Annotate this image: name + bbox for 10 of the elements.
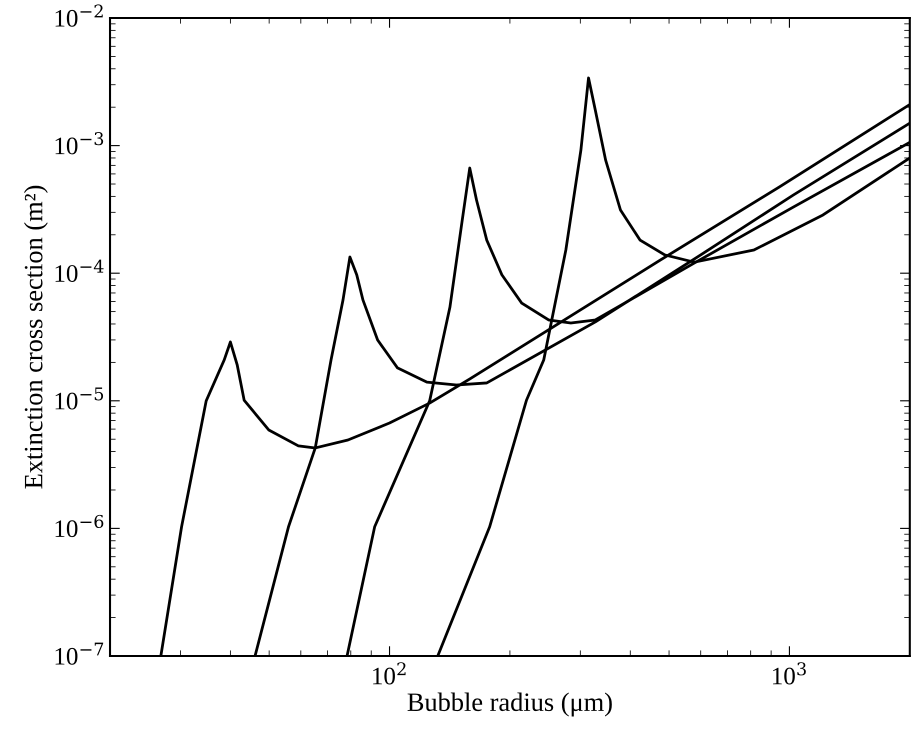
y-tick-label: 10$^{−4}$ — [56, 260, 104, 282]
y-axis-title: Extinction cross section (m²) — [24, 186, 48, 489]
x-tick-label: 10$^{3}$ — [773, 662, 806, 685]
y-tick-label: 10$^{−7}$ — [56, 642, 104, 665]
x-tick-label: 10$^{2}$ — [373, 662, 406, 685]
y-tick-label: 10$^{−3}$ — [56, 132, 104, 154]
y-tick-label: 10$^{−6}$ — [56, 514, 104, 538]
y-tick-label: 10$^{−2}$ — [56, 4, 103, 27]
y-tick-label: 10$^{−5}$ — [56, 387, 104, 410]
x-axis-title: Bubble radius (μm) — [408, 692, 612, 717]
